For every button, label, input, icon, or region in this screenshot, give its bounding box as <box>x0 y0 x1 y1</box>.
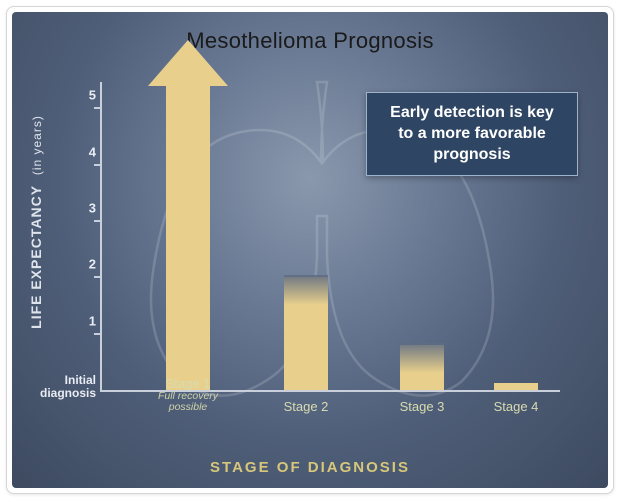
plot-area: Initial diagnosis 12345Stage 1Full recov… <box>100 82 560 412</box>
y-axis-label-text: LIFE EXPECTANCY <box>28 185 44 329</box>
bar <box>494 383 538 390</box>
y-tick-label: 3 <box>78 200 96 215</box>
y-tick-mark <box>94 276 100 278</box>
chart-canvas: Mesothelioma Prognosis Early detection i… <box>12 12 608 488</box>
y-tick-mark <box>94 164 100 166</box>
y-tick-mark <box>94 107 100 109</box>
y-tick-label: 5 <box>78 88 96 103</box>
bar <box>284 277 328 390</box>
y-tick-label: 2 <box>78 257 96 272</box>
y-axis-line <box>100 82 102 392</box>
x-axis-label: STAGE OF DIAGNOSIS <box>12 459 608 476</box>
category-label: Stage 2 <box>256 400 356 414</box>
category-label: Stage 1Full recovery possible <box>138 377 238 414</box>
y-axis-label: LIFE EXPECTANCY (in years) <box>26 82 46 362</box>
bar <box>400 345 444 390</box>
bar <box>166 80 210 390</box>
y-tick-mark <box>94 333 100 335</box>
y-tick-label: 4 <box>78 144 96 159</box>
chart-title: Mesothelioma Prognosis <box>12 28 608 54</box>
y-tick-label: 1 <box>78 313 96 328</box>
y-tick-mark <box>94 220 100 222</box>
y-axis-unit: (in years) <box>30 115 44 175</box>
category-label: Stage 4 <box>466 400 566 414</box>
category-label: Stage 3 <box>372 400 472 414</box>
baseline-label: Initial diagnosis <box>28 374 96 400</box>
outer-frame: Mesothelioma Prognosis Early detection i… <box>6 6 614 494</box>
bar-arrow-head <box>148 40 228 86</box>
